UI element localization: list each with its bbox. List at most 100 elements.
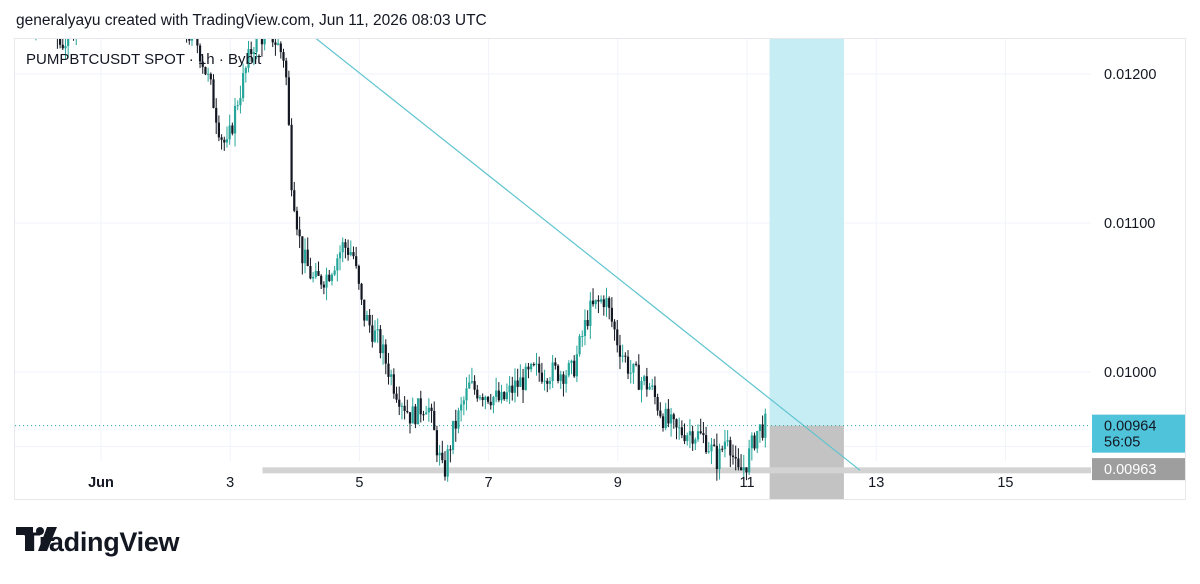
- candle-body: [481, 397, 484, 401]
- candle-body: [608, 298, 611, 308]
- tradingview-footer[interactable]: TradingView: [16, 527, 180, 558]
- candle-body: [403, 405, 406, 411]
- candle-body: [559, 374, 562, 381]
- candle-body: [387, 363, 390, 377]
- candle-body: [597, 299, 600, 302]
- bar-countdown: 56:05: [1104, 435, 1140, 451]
- candle-body: [196, 39, 199, 46]
- candle-body: [605, 298, 608, 308]
- candle-body: [500, 392, 503, 401]
- candle-body: [312, 277, 315, 279]
- candle-body: [659, 410, 662, 417]
- candle-body: [484, 396, 487, 401]
- candle-body: [478, 397, 482, 399]
- candle-body: [626, 356, 630, 374]
- candle-body: [344, 242, 347, 248]
- candle-body: [602, 299, 605, 308]
- candle-body: [306, 249, 309, 267]
- candle-body: [449, 449, 452, 451]
- time-tick-label: 5: [355, 475, 363, 491]
- stop-zone: [769, 425, 844, 499]
- candle-body: [317, 270, 320, 276]
- candle-body: [503, 392, 506, 400]
- candle-body: [462, 400, 465, 405]
- candle-body: [285, 60, 288, 78]
- candle-body: [723, 441, 727, 450]
- candle-body: [188, 39, 191, 41]
- candle-body: [320, 275, 323, 285]
- candle-body: [661, 416, 665, 428]
- candle-body: [425, 412, 428, 415]
- candle-body: [702, 433, 705, 436]
- price-tag: [1092, 458, 1185, 481]
- candle-body: [567, 363, 570, 376]
- candle-body: [470, 381, 474, 383]
- candle-body: [753, 435, 756, 449]
- candle-body: [513, 380, 517, 393]
- candle-body: [209, 73, 212, 80]
- price-tag: [1092, 414, 1185, 453]
- candle-body: [656, 397, 659, 411]
- candle-body: [629, 372, 632, 374]
- candle-body: [190, 39, 194, 41]
- candle-body: [336, 258, 339, 271]
- candle-body: [578, 336, 581, 355]
- candle-body: [648, 386, 651, 390]
- candle-body: [635, 363, 638, 365]
- candle-body: [303, 249, 307, 264]
- candle-body: [669, 414, 673, 424]
- candle-body: [325, 274, 328, 288]
- candle-body: [333, 270, 336, 275]
- candle-body: [726, 440, 729, 442]
- candle-body: [686, 435, 689, 442]
- candle-body: [250, 49, 253, 55]
- candle-body: [346, 247, 350, 255]
- candle-body: [554, 362, 557, 366]
- candle-body: [535, 363, 538, 365]
- candle-body: [368, 314, 371, 326]
- candle-body: [704, 435, 708, 453]
- candle-body: [435, 430, 439, 456]
- candle-body: [570, 360, 573, 364]
- candle-body: [408, 412, 412, 424]
- candle-body: [624, 355, 627, 357]
- candle-body: [688, 431, 692, 436]
- candle-body: [761, 424, 764, 438]
- candle-body: [511, 385, 514, 393]
- chart-panel[interactable]: PUMPBTCUSDT SPOT · 1h · Bybit Jun 3 5 7 9 11 1…: [14, 38, 1186, 500]
- candle-body: [489, 401, 492, 406]
- candle-body: [293, 190, 296, 211]
- candle-body: [715, 445, 718, 470]
- candle-body: [355, 256, 358, 266]
- candle-body: [465, 388, 468, 401]
- candle-body: [220, 137, 223, 140]
- candle-body: [223, 139, 226, 143]
- candle-body: [691, 431, 694, 444]
- symbol-title[interactable]: PUMPBTCUSDT SPOT · 1h · Bybit: [26, 51, 262, 68]
- candle-body: [298, 229, 301, 237]
- candle-body: [621, 355, 624, 357]
- candle-body: [443, 460, 447, 477]
- candle-body: [225, 139, 229, 143]
- candle-body: [737, 458, 740, 468]
- candle-body: [745, 467, 748, 473]
- candle-body: [58, 39, 62, 45]
- candle-body: [667, 408, 670, 424]
- candle-body: [476, 389, 479, 399]
- candle-body: [764, 413, 767, 438]
- candle-body: [309, 266, 312, 279]
- candle-body: [360, 283, 363, 300]
- candle-body: [643, 376, 646, 381]
- candle-body: [505, 392, 509, 400]
- candle-body: [239, 98, 242, 106]
- price-tick-label: 0.01100: [1104, 216, 1155, 232]
- position-zones: [769, 39, 844, 499]
- candle-body: [451, 420, 455, 450]
- candle-body: [750, 435, 753, 449]
- candle-body: [473, 381, 476, 390]
- candle-body: [438, 452, 441, 456]
- candle-body: [330, 274, 334, 281]
- candle-body: [610, 307, 613, 322]
